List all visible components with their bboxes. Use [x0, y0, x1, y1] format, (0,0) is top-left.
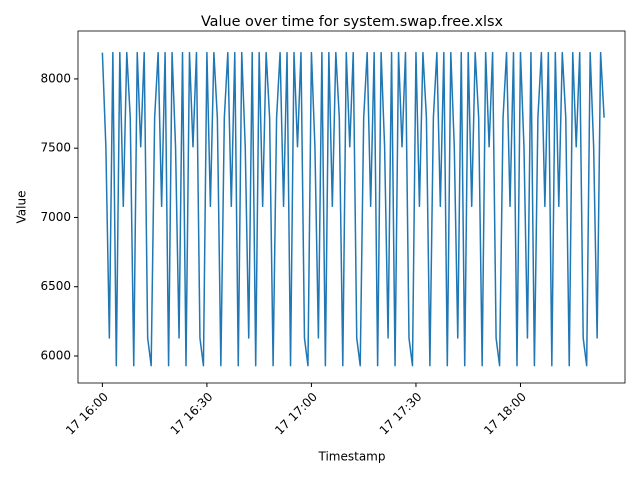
y-tick-label: 6000: [40, 348, 71, 362]
chart-title: Value over time for system.swap.free.xls…: [201, 14, 504, 30]
y-tick-label: 6500: [40, 279, 71, 293]
plot-frame: [77, 30, 626, 384]
y-tick-label: 7000: [40, 210, 71, 224]
data-line: [101, 51, 605, 367]
y-tick-label: 8000: [40, 71, 71, 85]
y-axis-label: Value: [15, 191, 29, 224]
y-tick-label: 7500: [40, 141, 71, 155]
x-axis-label: Timestamp: [318, 450, 386, 464]
